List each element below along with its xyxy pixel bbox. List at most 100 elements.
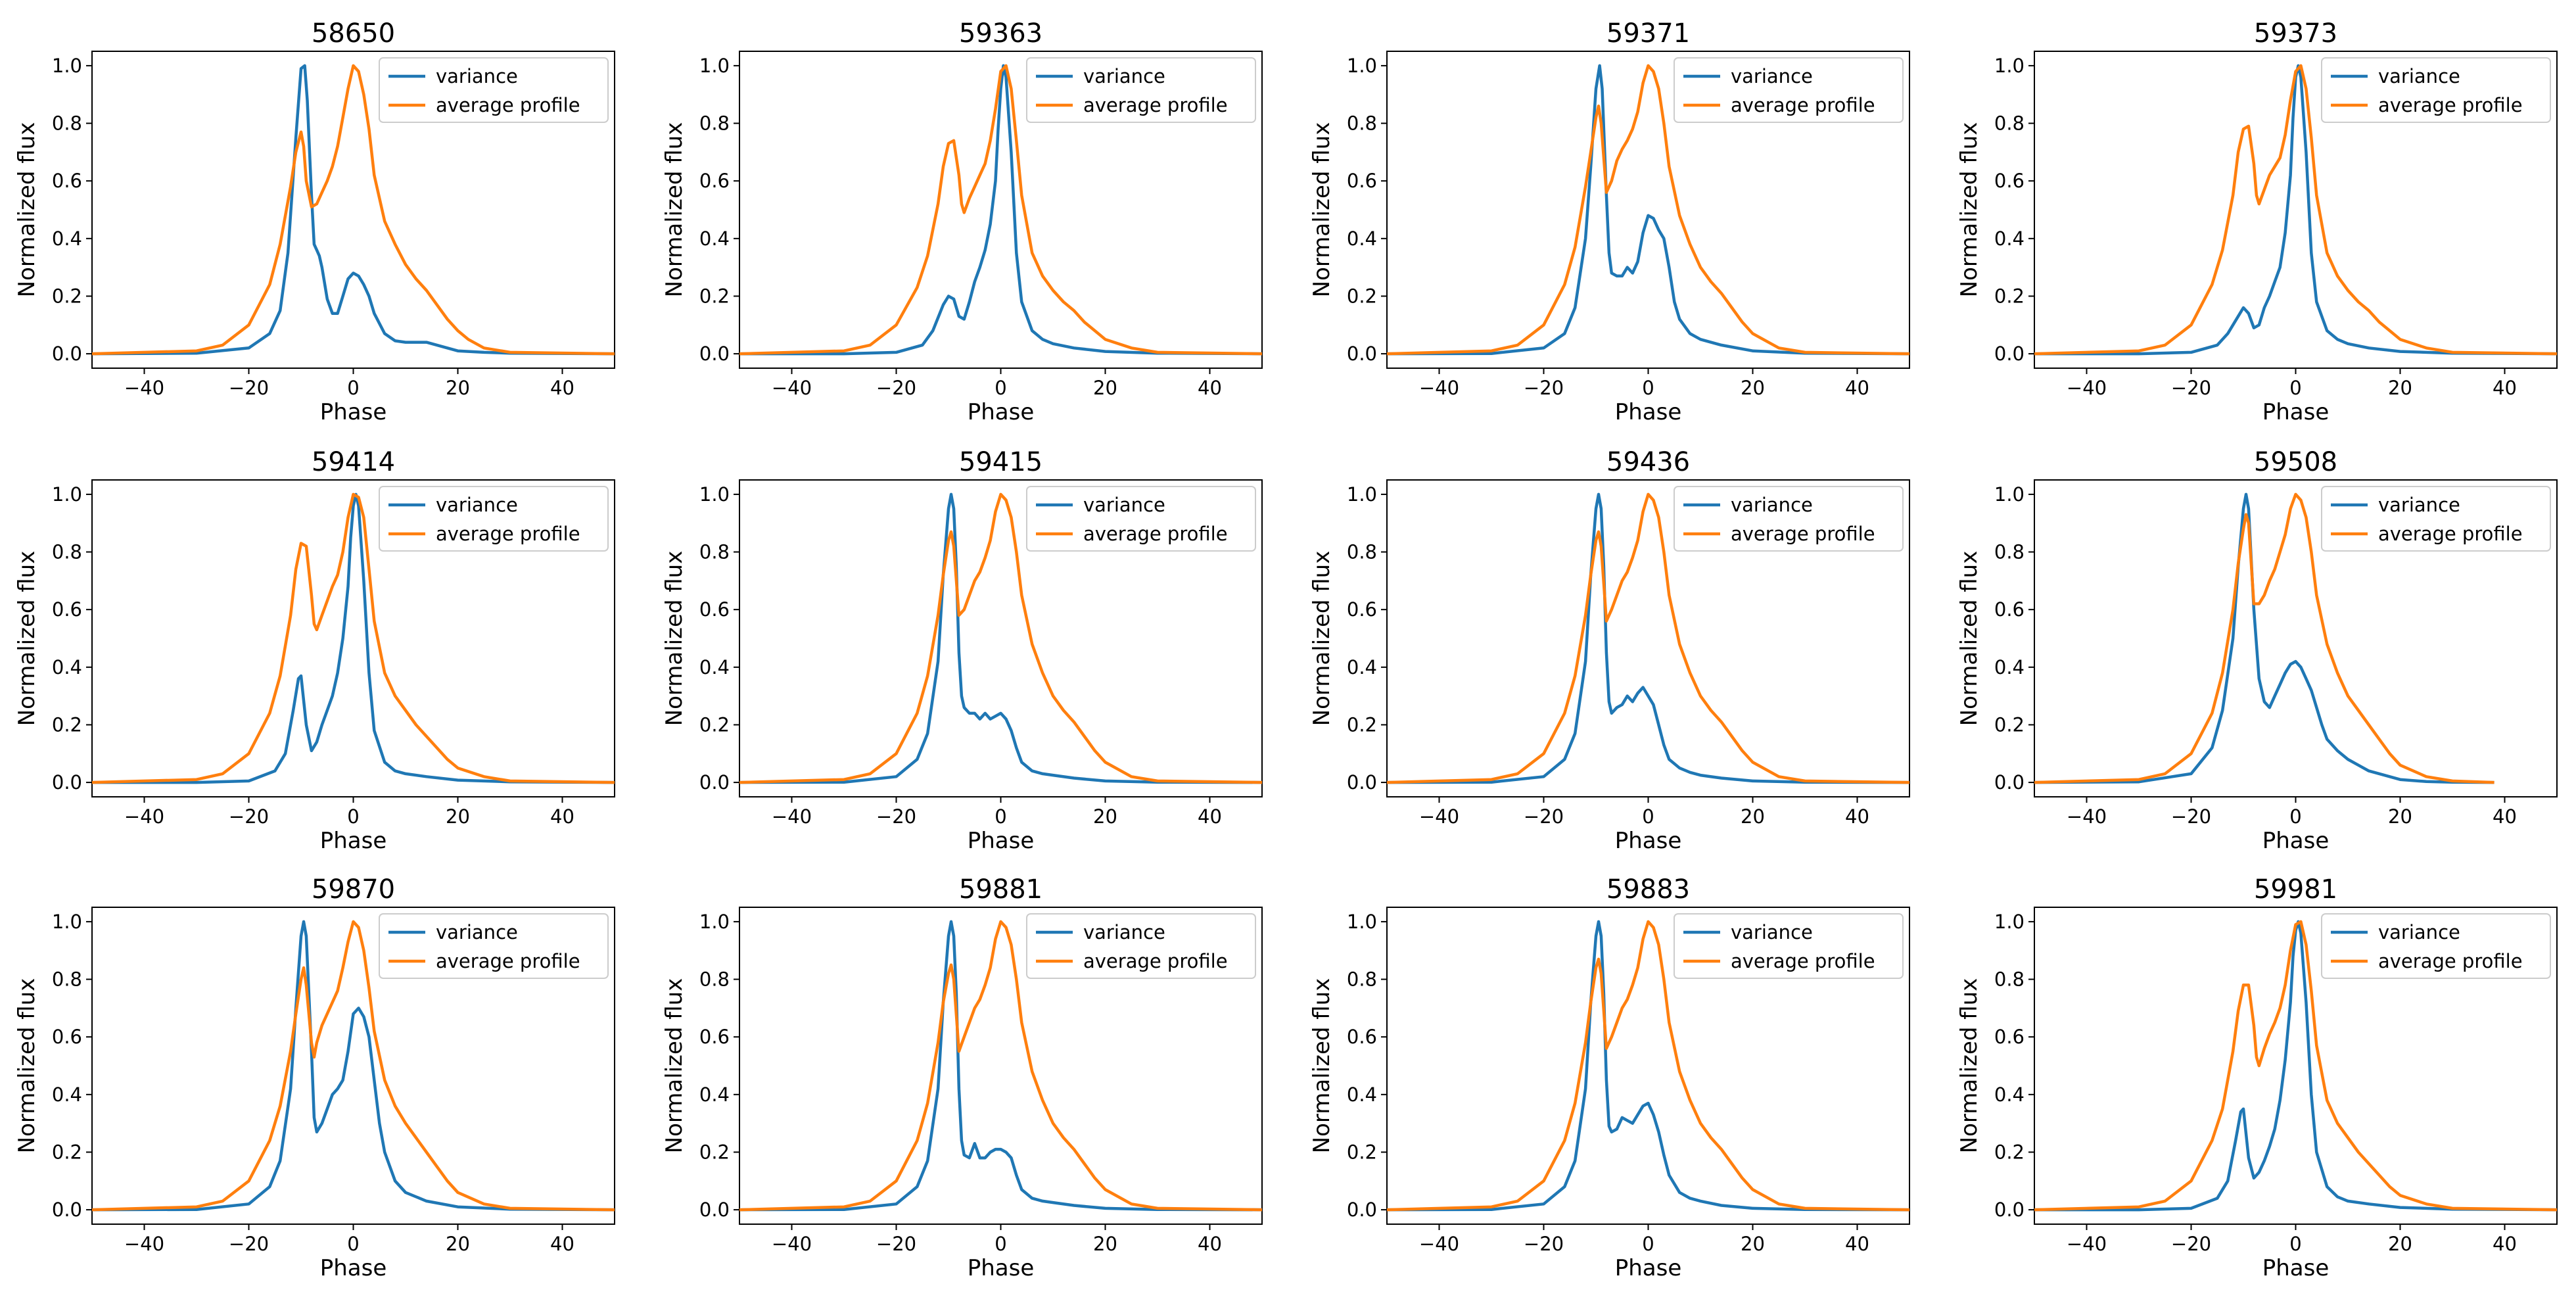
subplot-title: 59981	[2254, 874, 2337, 905]
subplot-title: 59883	[1606, 874, 1690, 905]
x-tick-label: 40	[1198, 377, 1222, 399]
x-tick-label: 0	[1642, 805, 1654, 828]
legend: variance average profile	[2321, 913, 2551, 979]
y-tick-label: 0.0	[1347, 343, 1377, 365]
legend-entry-label: variance	[2378, 494, 2460, 516]
x-tick-label: 20	[1093, 805, 1117, 828]
y-tick-label: 0.4	[1994, 227, 2025, 250]
y-tick-label: 1.0	[1994, 483, 2025, 506]
legend: variance average profile	[379, 913, 609, 979]
x-tick-label: −40	[1419, 805, 1459, 828]
x-tick-label: 20	[446, 377, 470, 399]
x-axis-label: Phase	[968, 1255, 1035, 1281]
subplot-58650: 58650 −40 −20 0 20 40 0.0 0.2 0.4 0.6 0.8 1.0 Phase N…	[14, 18, 615, 425]
x-tick-label: −40	[124, 377, 164, 399]
y-tick-label: 0.4	[1347, 656, 1377, 678]
y-tick-label: 0.0	[52, 771, 82, 794]
y-tick-label: 0.4	[1347, 227, 1377, 250]
x-tick-label: 20	[446, 805, 470, 828]
subplot-title: 59414	[312, 447, 395, 477]
x-tick-label: −40	[1419, 377, 1459, 399]
legend-box	[2321, 913, 2551, 979]
legend-entry-label: average profile	[2378, 94, 2523, 116]
x-tick-label: −40	[1419, 1233, 1459, 1255]
subplot-59414: 59414 −40 −20 0 20 40 0.0 0.2 0.4 0.6 0.8 1.0 Phase N…	[14, 447, 615, 854]
legend: variance average profile	[2321, 57, 2551, 123]
subplot-title: 59881	[959, 874, 1042, 905]
subplot-59883: 59883 −40 −20 0 20 40 0.0 0.2 0.4 0.6 0.8 1.0 Phase N…	[1309, 874, 1910, 1281]
y-tick-label: 0.4	[1994, 656, 2025, 678]
y-tick-label: 0.4	[1347, 1083, 1377, 1106]
legend-box	[2321, 486, 2551, 552]
x-tick-label: 0	[2289, 805, 2301, 828]
legend-entry-label: average profile	[2378, 950, 2523, 972]
x-tick-label: −20	[229, 377, 269, 399]
y-tick-label: 0.2	[52, 713, 82, 736]
x-tick-label: 20	[2388, 377, 2412, 399]
x-tick-label: −20	[229, 1233, 269, 1255]
x-tick-label: −20	[1524, 377, 1564, 399]
legend-entry-label: average profile	[436, 950, 580, 972]
legend-entry-label: variance	[436, 494, 518, 516]
subplot-59870: 59870 −40 −20 0 20 40 0.0 0.2 0.4 0.6 0.8 1.0 Phase N…	[14, 874, 615, 1281]
subplot-59508: 59508 −40 −20 0 20 40 0.0 0.2 0.4 0.6 0.8 1.0 Phase N…	[1956, 447, 2558, 854]
y-tick-label: 0.2	[1347, 1141, 1377, 1163]
y-axis-label: Normalized flux	[661, 122, 688, 298]
x-tick-label: 0	[347, 377, 359, 399]
legend: variance average profile	[379, 57, 609, 123]
y-axis-label: Normalized flux	[1309, 122, 1335, 298]
y-tick-label: 0.2	[1994, 1141, 2025, 1163]
x-tick-label: 20	[1093, 1233, 1117, 1255]
y-tick-label: 0.6	[52, 598, 82, 621]
x-tick-label: 20	[1741, 1233, 1765, 1255]
x-tick-label: 0	[1642, 1233, 1654, 1255]
legend-box	[379, 486, 609, 552]
subplot-title: 59415	[959, 447, 1042, 477]
legend-box	[1026, 57, 1256, 123]
x-tick-label: −20	[1524, 805, 1564, 828]
y-axis-label: Normalized flux	[14, 551, 40, 726]
x-tick-label: −20	[229, 805, 269, 828]
legend-entry-label: average profile	[1083, 950, 1228, 972]
series-line-average-profile	[92, 920, 615, 1212]
x-tick-label: −40	[2067, 805, 2107, 828]
x-axis-label: Phase	[2262, 399, 2330, 425]
series-line-variance	[739, 920, 1262, 1212]
x-tick-label: 0	[1642, 377, 1654, 399]
legend-entry-label: average profile	[1731, 523, 1875, 545]
legend: variance average profile	[2321, 486, 2551, 552]
x-tick-label: 0	[347, 805, 359, 828]
x-tick-label: 0	[995, 805, 1006, 828]
y-axis-label: Normalized flux	[14, 978, 40, 1154]
x-axis-label: Phase	[968, 399, 1035, 425]
x-tick-label: 20	[1741, 377, 1765, 399]
y-tick-label: 0.0	[52, 1199, 82, 1221]
x-tick-label: 0	[995, 1233, 1006, 1255]
x-axis-label: Phase	[1615, 828, 1682, 854]
y-tick-label: 0.6	[699, 1026, 730, 1048]
x-tick-label: 40	[1845, 377, 1869, 399]
x-tick-label: 40	[2493, 805, 2517, 828]
legend-entry-label: average profile	[1731, 94, 1875, 116]
x-tick-label: −40	[772, 805, 812, 828]
series-line-variance	[2034, 64, 2557, 356]
legend-box	[1674, 486, 1904, 552]
y-tick-label: 0.6	[52, 170, 82, 192]
x-axis-label: Phase	[2262, 1255, 2330, 1281]
y-tick-label: 0.6	[1347, 598, 1377, 621]
x-tick-label: 40	[550, 1233, 574, 1255]
x-tick-label: −20	[1524, 1233, 1564, 1255]
y-tick-label: 0.6	[699, 598, 730, 621]
x-tick-label: 40	[1845, 805, 1869, 828]
x-tick-label: 0	[995, 377, 1006, 399]
legend-entry-label: variance	[2378, 921, 2460, 943]
series-line-average-profile	[2034, 64, 2557, 356]
y-axis-label: Normalized flux	[1956, 122, 1982, 298]
y-tick-label: 0.8	[52, 112, 82, 135]
series-line-average-profile	[92, 64, 615, 356]
legend-entry-label: variance	[1083, 65, 1165, 87]
y-tick-label: 1.0	[52, 55, 82, 77]
legend-entry-label: average profile	[1731, 950, 1875, 972]
y-tick-label: 0.8	[52, 541, 82, 563]
x-axis-label: Phase	[2262, 828, 2330, 854]
